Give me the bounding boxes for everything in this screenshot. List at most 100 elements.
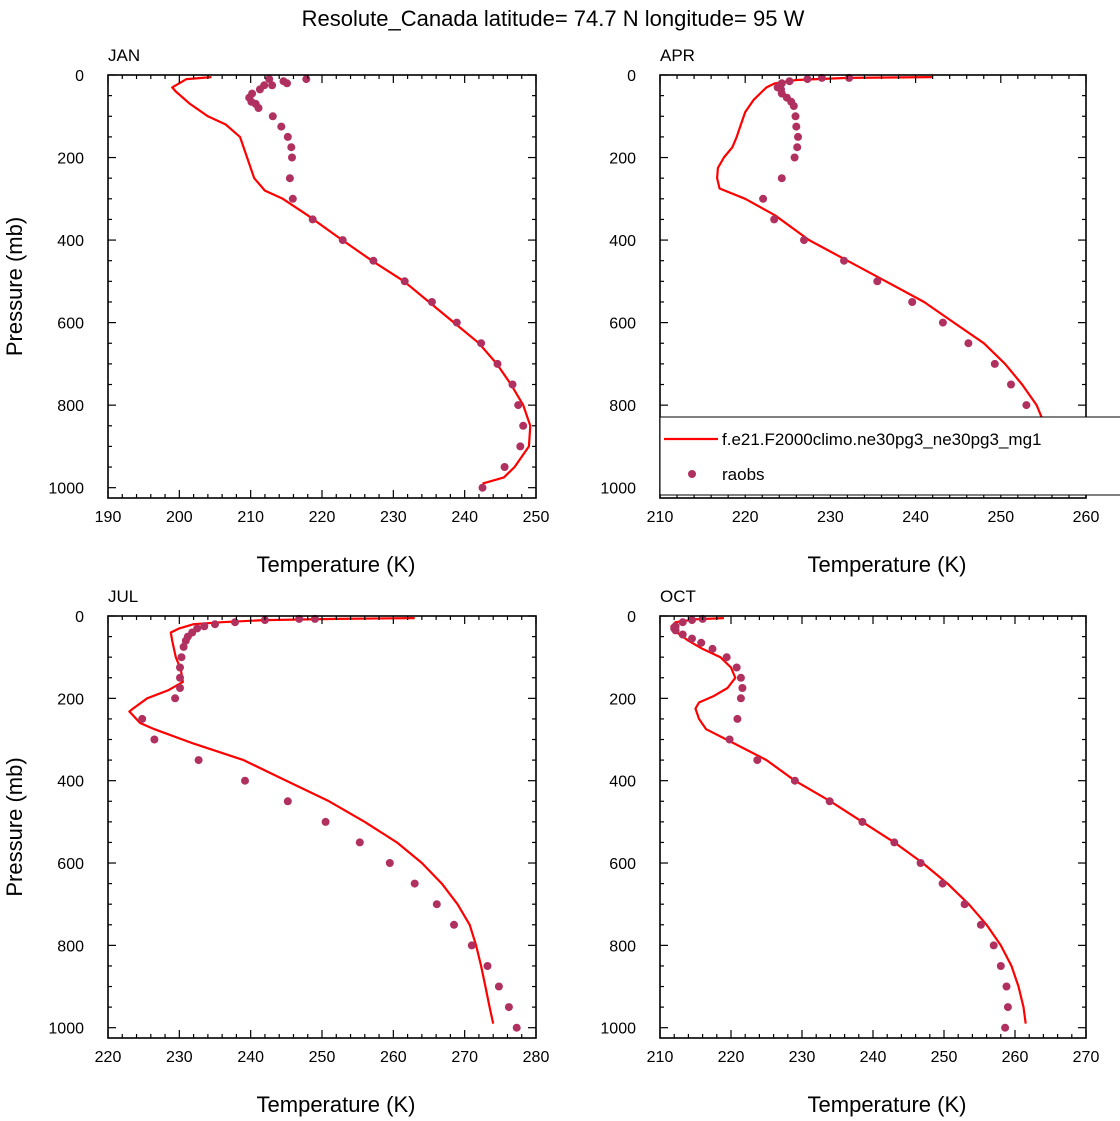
- raobs-point: [150, 735, 159, 744]
- raobs-point: [964, 339, 973, 348]
- y-axis-title: Pressure (mb): [2, 217, 27, 356]
- raobs-point: [785, 77, 794, 86]
- raobs-point: [321, 817, 330, 826]
- raobs-point: [858, 817, 867, 826]
- raobs-point: [725, 735, 734, 744]
- raobs-point: [241, 776, 249, 785]
- raobs-point: [171, 694, 180, 703]
- raobs-point: [369, 256, 378, 265]
- legend-raobs-marker: [688, 470, 696, 478]
- x-tick-label: 240: [902, 509, 929, 526]
- x-tick-label: 260: [380, 1049, 407, 1066]
- y-tick-label: 800: [609, 398, 636, 415]
- panel-jan: 190 200 210 220 230 240 250 0 200 400 600 800 1000 JA…: [2, 46, 549, 577]
- raobs-point: [500, 463, 509, 471]
- raobs-point: [181, 636, 190, 645]
- raobs-point: [794, 132, 802, 141]
- raobs-point: [1022, 401, 1031, 410]
- x-tick-label: 280: [523, 1049, 550, 1066]
- x-tick-label: 210: [237, 509, 264, 526]
- y-tick-label: 400: [609, 774, 636, 791]
- y-tick-label: 400: [609, 233, 636, 250]
- raobs-point: [708, 644, 717, 653]
- raobs-point: [283, 797, 292, 806]
- raobs-point: [254, 104, 263, 112]
- x-tick-label: 220: [309, 509, 336, 526]
- y-tick-label: 0: [627, 609, 636, 626]
- x-tick-label: 270: [451, 1049, 478, 1066]
- x-tick-label: 240: [860, 1049, 887, 1066]
- x-tick-label: 250: [523, 509, 550, 526]
- x-tick-label: 200: [166, 509, 193, 526]
- raobs-point: [753, 756, 762, 765]
- y-tick-label: 1000: [48, 1021, 84, 1038]
- y-tick-label: 200: [609, 151, 636, 168]
- model-line-oct: [670, 617, 1027, 1024]
- raobs-point: [736, 673, 745, 682]
- raobs-point: [288, 153, 296, 162]
- panels-group: 190 200 210 220 230 240 250 0 200 400 600 800 1000 JA…: [2, 46, 1099, 1117]
- raobs-point: [873, 277, 882, 286]
- raobs-point: [295, 614, 304, 623]
- y-tick-label: 800: [609, 938, 636, 955]
- raobs-point: [736, 694, 745, 703]
- raobs-point: [938, 318, 947, 327]
- raobs-point: [287, 143, 296, 152]
- raobs-point: [916, 859, 925, 867]
- x-tick-label: 220: [732, 509, 759, 526]
- raobs-point: [288, 194, 297, 203]
- raobs-point: [825, 797, 834, 806]
- raobs-point: [519, 421, 528, 430]
- raobs-point: [176, 684, 184, 692]
- raobs-point: [176, 663, 184, 672]
- raobs-point: [777, 174, 786, 183]
- raobs-point: [792, 122, 801, 131]
- raobs-point: [803, 75, 812, 84]
- x-tick-label: 190: [95, 509, 122, 526]
- raobs-point: [514, 401, 523, 410]
- raobs-point: [800, 236, 808, 245]
- raobs-point: [990, 359, 999, 368]
- raobs-point: [989, 941, 998, 950]
- y-tick-label: 200: [609, 691, 636, 708]
- raobs-point: [400, 277, 409, 286]
- legend-model-label: f.e21.F2000climo.ne30pg3_ne30pg3_mg1: [722, 430, 1041, 449]
- raobs-point: [355, 838, 364, 847]
- plot-frame-apr: [659, 74, 1087, 499]
- panel-oct: 210 220 230 240 250 260 270 0 200 400 600 800 1000 OC…: [600, 587, 1099, 1117]
- raobs-point: [260, 616, 269, 625]
- raobs-point: [688, 634, 696, 643]
- raobs-point: [302, 75, 311, 84]
- x-tick-label: 230: [166, 1049, 193, 1066]
- x-tick-label: 220: [95, 1049, 122, 1066]
- raobs-point: [697, 638, 706, 647]
- raobs-point: [738, 684, 747, 692]
- raobs-point: [385, 859, 394, 867]
- y-axis-title: Pressure (mb): [2, 757, 27, 896]
- panel-label-apr: APR: [660, 46, 695, 65]
- raobs-point: [938, 879, 947, 888]
- model-line-jul: [128, 617, 495, 1024]
- raobs-point: [268, 112, 277, 121]
- x-tick-label: 260: [1002, 1049, 1029, 1066]
- raobs-point: [268, 81, 277, 90]
- raobs-point: [504, 1003, 513, 1012]
- x-tick-label: 250: [309, 1049, 336, 1066]
- y-tick-label: 800: [57, 938, 84, 955]
- raobs-point: [732, 663, 741, 672]
- raobs-point: [678, 618, 687, 627]
- raobs-point: [1007, 380, 1015, 389]
- y-tick-label: 200: [57, 691, 84, 708]
- x-axis-title: Temperature (K): [808, 552, 967, 577]
- raobs-point: [791, 112, 800, 121]
- y-tick-label: 1000: [600, 1021, 636, 1038]
- raobs-point: [467, 941, 476, 950]
- panel-apr: 210 220 230 240 250 260 0 200 400 600 800 1000 APR Te…: [600, 46, 1099, 577]
- y-tick-label: 600: [57, 316, 84, 333]
- x-tick-label: 210: [647, 1049, 674, 1066]
- raobs-point: [817, 73, 826, 82]
- legend-box: [659, 416, 1120, 496]
- raobs-point: [1003, 1003, 1012, 1012]
- y-tick-label: 800: [57, 398, 84, 415]
- raobs-point: [494, 982, 503, 991]
